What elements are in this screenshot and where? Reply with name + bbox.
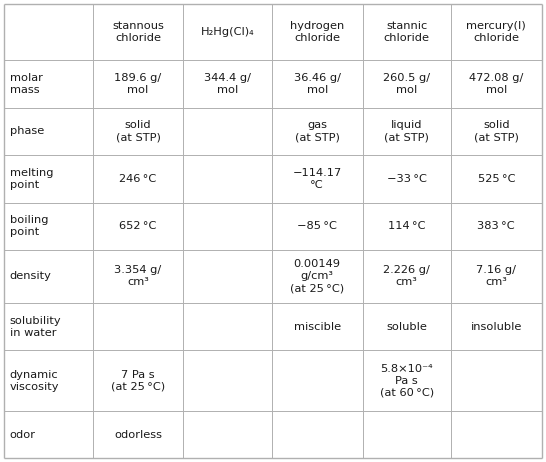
Text: hydrogen
chloride: hydrogen chloride	[290, 21, 345, 43]
Text: 189.6 g/
mol: 189.6 g/ mol	[115, 73, 162, 95]
Text: odorless: odorless	[114, 430, 162, 440]
Text: solid
(at STP): solid (at STP)	[474, 121, 519, 142]
Text: 5.8×10⁻⁴
Pa s
(at 60 °C): 5.8×10⁻⁴ Pa s (at 60 °C)	[379, 364, 434, 398]
Text: 472.08 g/
mol: 472.08 g/ mol	[469, 73, 524, 95]
Text: 114 °C: 114 °C	[388, 221, 425, 231]
Text: insoluble: insoluble	[471, 322, 522, 332]
Text: stannous
chloride: stannous chloride	[112, 21, 164, 43]
Text: liquid
(at STP): liquid (at STP)	[384, 121, 429, 142]
Text: density: density	[10, 272, 52, 281]
Text: solid
(at STP): solid (at STP)	[116, 121, 161, 142]
Text: molar
mass: molar mass	[10, 73, 43, 95]
Text: 7.16 g/
cm³: 7.16 g/ cm³	[476, 266, 517, 287]
Text: melting
point: melting point	[10, 168, 54, 190]
Text: 7 Pa s
(at 25 °C): 7 Pa s (at 25 °C)	[111, 370, 165, 392]
Text: 246 °C: 246 °C	[120, 174, 157, 184]
Text: 344.4 g/
mol: 344.4 g/ mol	[204, 73, 251, 95]
Text: 383 °C: 383 °C	[477, 221, 515, 231]
Text: phase: phase	[10, 127, 44, 136]
Text: miscible: miscible	[294, 322, 341, 332]
Text: odor: odor	[10, 430, 36, 440]
Text: gas
(at STP): gas (at STP)	[295, 121, 340, 142]
Text: H₂Hg(Cl)₄: H₂Hg(Cl)₄	[201, 27, 254, 37]
Text: −114.17
°C: −114.17 °C	[293, 168, 342, 190]
Text: soluble: soluble	[386, 322, 427, 332]
Text: boiling
point: boiling point	[10, 215, 49, 237]
Text: 525 °C: 525 °C	[478, 174, 515, 184]
Text: 652 °C: 652 °C	[120, 221, 157, 231]
Text: 0.00149
g/cm³
(at 25 °C): 0.00149 g/cm³ (at 25 °C)	[290, 260, 344, 293]
Text: stannic
chloride: stannic chloride	[384, 21, 430, 43]
Text: 260.5 g/
mol: 260.5 g/ mol	[383, 73, 430, 95]
Text: −33 °C: −33 °C	[387, 174, 426, 184]
Text: 2.226 g/
cm³: 2.226 g/ cm³	[383, 266, 430, 287]
Text: 36.46 g/
mol: 36.46 g/ mol	[294, 73, 341, 95]
Text: dynamic
viscosity: dynamic viscosity	[10, 370, 60, 392]
Text: solubility
in water: solubility in water	[10, 316, 62, 338]
Text: mercury(I)
chloride: mercury(I) chloride	[466, 21, 526, 43]
Text: −85 °C: −85 °C	[297, 221, 337, 231]
Text: 3.354 g/
cm³: 3.354 g/ cm³	[115, 266, 162, 287]
